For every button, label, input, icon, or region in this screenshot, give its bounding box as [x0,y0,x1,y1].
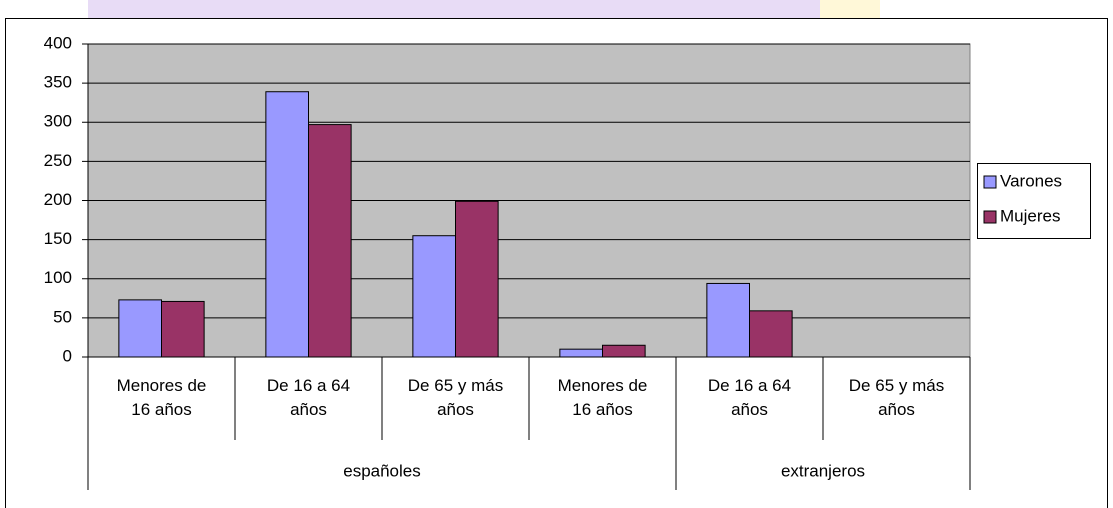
bar [265,91,309,358]
x-tick-label: Menores de 16 años [557,376,648,419]
y-tick-label: 200 [44,190,72,209]
group-label: extranjeros [781,461,865,480]
bar [749,310,793,358]
legend-swatch [983,210,997,224]
x-tick-label: De 65 y más años [407,376,504,419]
bar [118,299,163,358]
bar [602,344,646,358]
y-tick-label: 50 [53,307,72,326]
x-tick-label: De 16 a 64 años [266,376,351,419]
group-label: españoles [343,461,421,480]
legend-swatch [983,175,997,189]
bar [559,348,603,358]
bar [161,300,205,358]
x-tick-label: De 65 y más años [848,376,945,419]
y-tick-label: 150 [44,229,72,248]
legend-label: Varones [1000,171,1062,190]
legend-label: Mujeres [1000,206,1060,225]
x-tick-label: Menores de 16 años [116,376,207,419]
y-tick-label: 400 [44,33,72,52]
x-tick-label: De 16 a 64 años [707,376,792,419]
top-strip [88,0,820,18]
y-tick-label: 250 [44,151,72,170]
y-tick-label: 350 [44,73,72,92]
bar [412,235,456,358]
bar [308,124,352,358]
bar [455,200,499,358]
bar [706,282,750,358]
y-tick-label: 0 [63,346,72,365]
top-strip [820,0,880,18]
y-tick-label: 100 [44,268,72,287]
y-tick-label: 300 [44,112,72,131]
